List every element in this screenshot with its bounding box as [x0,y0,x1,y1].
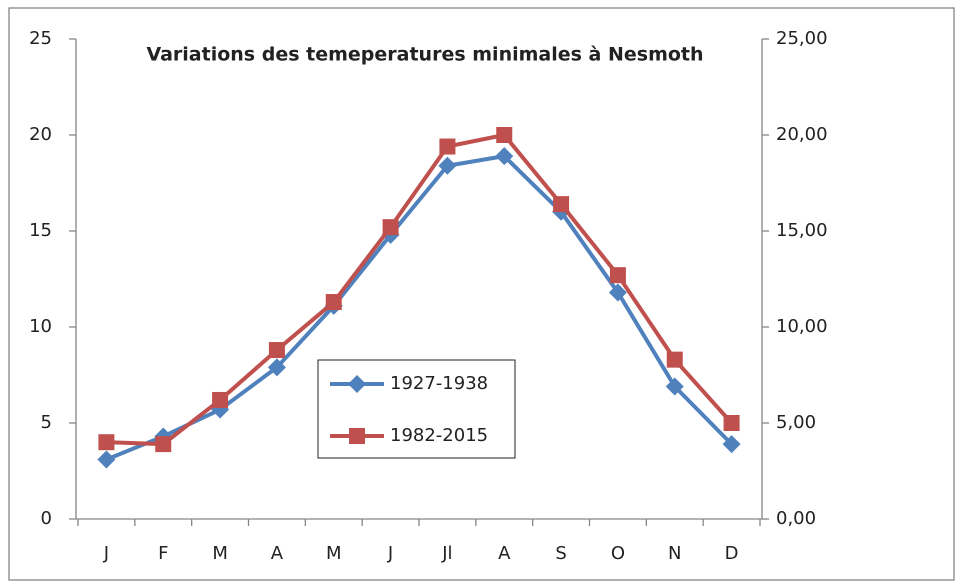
x-tick-label: D [725,543,739,564]
data-point [98,434,115,451]
data-point [439,138,456,155]
data-point [723,415,740,431]
data-point [325,294,342,311]
y2-tick-label: 20,00 [776,124,828,145]
data-point [553,196,570,213]
y2-tick-label: 25,00 [776,28,828,49]
data-point [268,342,285,359]
y2-tick-label: 10,00 [776,316,828,337]
y-tick-label: 20 [29,124,52,145]
series-line [105,154,734,462]
chart-frame [8,7,955,581]
y-tick-label: 10 [29,316,52,337]
x-tick-label: Jl [441,543,452,564]
legend-label: 1927-1938 [390,373,488,394]
x-tick-label: A [498,543,511,564]
data-point [155,436,172,453]
y2-tick-label: 15,00 [776,220,828,241]
x-tick-label: N [668,543,681,564]
data-point [212,391,229,408]
legend-marker [348,375,366,393]
data-point [609,267,626,284]
y-tick-label: 0 [41,508,52,529]
data-point [495,147,514,166]
x-tick-label: M [326,543,342,564]
x-tick-label: F [158,543,168,564]
x-tick-label: O [611,543,625,564]
data-point [722,435,741,454]
series-line [106,133,734,447]
y-tick-label: 5 [41,412,52,433]
y-tick-label: 15 [29,220,52,241]
data-point [382,219,399,236]
x-tick-label: J [103,543,109,564]
legend-marker [349,428,365,444]
y2-tick-label: 0,00 [776,508,816,529]
x-tick-label: S [555,543,566,564]
chart-title: Variations des temeperatures minimales à… [146,44,703,66]
legend-label: 1982-2015 [390,425,488,446]
data-point [438,156,457,175]
x-tick-label: M [212,543,228,564]
data-point [97,450,116,469]
data-point [665,377,684,396]
x-tick-label: A [271,543,284,564]
y2-tick-label: 5,00 [776,412,816,433]
data-point [267,358,286,377]
y-tick-label: 25 [29,28,52,49]
data-point [608,283,627,302]
data-point [496,127,513,143]
data-point [666,351,683,368]
x-tick-label: J [387,543,393,564]
